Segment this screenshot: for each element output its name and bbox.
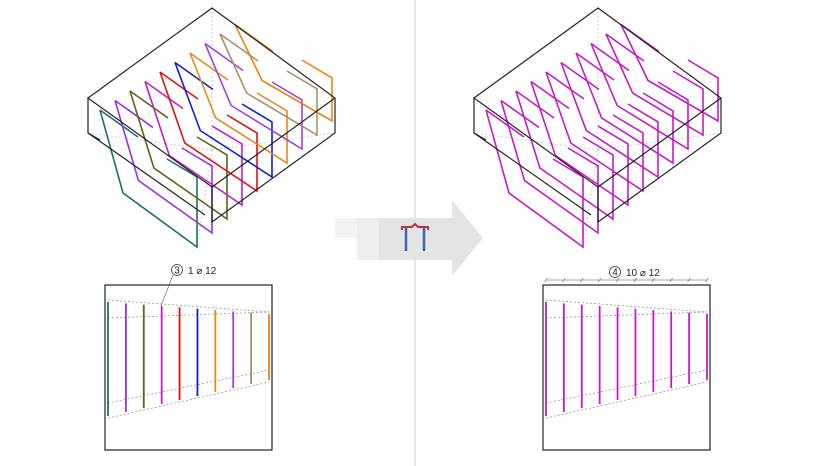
rebar-stirrup	[485, 109, 584, 249]
rebar-leg	[219, 33, 259, 62]
rebar-stirrup	[129, 90, 228, 221]
dimension-tick	[651, 277, 656, 283]
rebar-leg	[530, 80, 570, 110]
rebar-stirrup	[174, 62, 273, 179]
dimension-tick	[580, 277, 584, 283]
box-edge	[597, 97, 722, 188]
dimension-tick	[562, 277, 566, 283]
rebar-stirrup	[189, 52, 288, 165]
rebar-stirrup	[500, 100, 599, 235]
box-edge	[211, 97, 336, 188]
mark-text: 10 ⌀ 12	[626, 268, 660, 279]
rebar-stirrup	[515, 90, 614, 221]
rebar-leg	[545, 71, 585, 100]
stirrup-icon	[401, 222, 429, 251]
hidden-edge	[211, 132, 336, 151]
dimension-tick	[544, 277, 548, 283]
transition-arrow	[335, 200, 483, 276]
rebar-stirrup	[545, 71, 644, 193]
mark-number: 3	[174, 266, 180, 277]
rebar-stirrup	[575, 52, 674, 165]
rebar-stirrup	[99, 109, 198, 249]
dimension-tick	[705, 277, 709, 283]
left-label: 3 1 ⌀ 12	[160, 264, 217, 307]
rebar-stirrup	[144, 81, 243, 207]
rebar-leg	[590, 42, 630, 72]
dimension-tick	[615, 277, 620, 283]
dashed-outline	[545, 369, 708, 404]
dimension-tick	[597, 277, 602, 283]
rebar-leg	[159, 71, 199, 100]
dashed-outline	[107, 369, 270, 404]
rebar-stirrup	[234, 24, 333, 123]
box-edge	[87, 132, 206, 216]
rebar-stirrup	[219, 33, 318, 137]
hidden-edge	[597, 132, 722, 151]
rebar-stirrup	[590, 43, 689, 151]
left-section-view	[104, 284, 273, 451]
rebar-stirrup	[204, 43, 303, 151]
dimension-tick	[633, 277, 638, 283]
rebar-leg	[204, 42, 244, 72]
rebar-leg	[129, 90, 169, 119]
dashed-outline	[107, 311, 270, 319]
dashed-outline	[545, 381, 708, 419]
section-frame	[104, 284, 273, 451]
rebar-leg	[605, 33, 645, 62]
rebar-stirrup	[114, 100, 213, 235]
rebar-stirrup	[620, 24, 719, 123]
dashed-outline	[545, 299, 708, 313]
section-frame	[542, 284, 711, 451]
box-outline	[473, 7, 722, 224]
rebar-leg	[189, 52, 229, 81]
rebar-leg	[114, 99, 154, 129]
rebar-leg	[515, 90, 555, 119]
hidden-edge	[582, 149, 599, 248]
rebar-leg	[485, 109, 525, 138]
dashed-outline	[545, 311, 708, 319]
rebar-stirrup	[530, 81, 629, 207]
rebar-leg	[500, 99, 540, 129]
rebar-leg	[575, 52, 615, 81]
rebar-leg	[99, 109, 139, 138]
mark-text: 1 ⌀ 12	[188, 266, 217, 277]
dimension-tick	[669, 277, 673, 283]
rebar-leg	[174, 61, 214, 91]
box-outline	[87, 7, 336, 224]
left-3d-view	[87, 7, 336, 249]
rebar-leg	[144, 80, 184, 110]
rebar-stirrup	[560, 62, 659, 179]
dashed-outline	[107, 381, 270, 419]
right-section-view	[542, 277, 711, 451]
box-edge	[473, 132, 592, 216]
mark-circle	[171, 264, 183, 276]
mark-number: 4	[612, 268, 618, 279]
dimension-tick	[687, 277, 691, 283]
mark-circle	[609, 266, 621, 278]
right-3d-view	[473, 7, 722, 249]
right-label: 4 10 ⌀ 12	[609, 266, 660, 279]
rebar-stirrup	[159, 71, 258, 193]
rebar-leg	[560, 61, 600, 91]
hidden-edge	[196, 149, 213, 248]
dashed-outline	[107, 299, 270, 313]
rebar-stirrup	[605, 33, 704, 137]
